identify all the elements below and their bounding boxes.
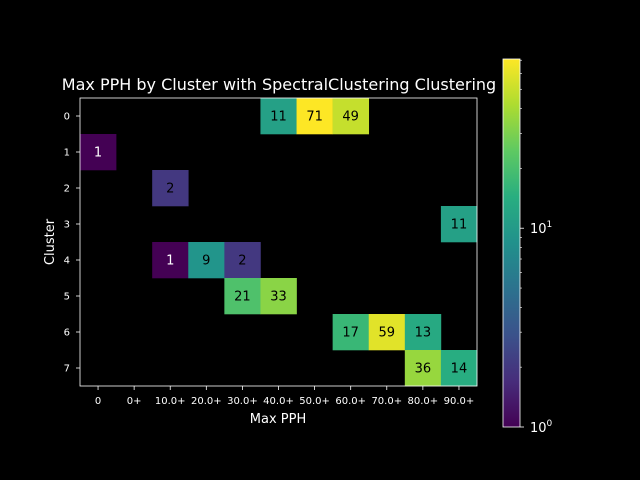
cell-value-label: 1 (166, 254, 174, 269)
x-tick-label: 0 (95, 396, 101, 407)
x-tick-label: 70.0+ (371, 396, 402, 407)
cell-value-label: 9 (202, 254, 210, 269)
heatmap-cell (404, 350, 442, 387)
heatmap-cell (260, 98, 297, 135)
heatmap-cell (404, 314, 442, 351)
x-axis-label: Max PPH (250, 412, 306, 427)
cell-value-label: 49 (342, 110, 359, 125)
x-tick-label: 20.0+ (191, 396, 222, 407)
y-tick-label: 7 (64, 364, 70, 375)
cell-value-label: 11 (451, 218, 468, 233)
heatmap-cell (296, 98, 333, 135)
colorbar-ticks: 100 101 (520, 59, 553, 436)
heatmap-cell (440, 206, 478, 243)
cell-value-label: 71 (306, 110, 323, 125)
y-tick-label: 0 (64, 112, 70, 123)
cell-value-label: 33 (270, 290, 287, 305)
cell-value-label: 11 (270, 110, 287, 125)
y-tick-label: 1 (64, 148, 70, 159)
cell-value-label: 36 (415, 362, 432, 377)
y-tick-label: 5 (64, 292, 70, 303)
heatmap-cell (224, 278, 261, 315)
cell-value-label: 17 (342, 326, 359, 341)
y-tick-label: 2 (64, 184, 70, 195)
x-tick-label: 0+ (127, 396, 142, 407)
y-tick-label: 3 (64, 220, 70, 231)
x-tick-label: 50.0+ (299, 396, 330, 407)
x-tick-label: 80.0+ (408, 396, 439, 407)
colorbar (502, 58, 521, 428)
colorbar-tick-label: 100 (530, 419, 553, 436)
heatmap-cell (368, 314, 406, 351)
cell-value-label: 13 (415, 326, 432, 341)
colorbar-tick-label: 101 (530, 220, 552, 237)
x-tick-label: 90.0+ (444, 396, 475, 407)
heatmap-cell (332, 98, 370, 135)
heatmap-cell (188, 242, 225, 279)
heatmap-cell (332, 314, 370, 351)
cell-value-label: 2 (238, 254, 246, 269)
x-axis-ticks: 0 0+ 10.0+ 20.0+ 30.0+ 40.0+ 50.0+ 60.0+ 70.0+ 80… (95, 386, 474, 407)
x-tick-label: 10.0+ (155, 396, 186, 407)
cell-value-label: 59 (378, 326, 395, 341)
heatmap-cell (224, 242, 261, 279)
cell-value-label: 14 (451, 362, 468, 377)
chart-title: Max PPH by Cluster with SpectralClusteri… (62, 75, 496, 94)
x-tick-label: 30.0+ (227, 396, 258, 407)
heatmap-cell (80, 134, 117, 171)
y-axis-ticks: 0 1 2 3 4 5 6 7 (64, 112, 80, 375)
cell-value-label: 1 (94, 146, 102, 161)
heatmap-cell (440, 350, 478, 387)
heatmap-cells (80, 98, 478, 387)
y-axis-label: Cluster (43, 218, 58, 265)
y-tick-label: 6 (64, 328, 70, 339)
x-tick-label: 60.0+ (335, 396, 366, 407)
y-tick-label: 4 (64, 256, 70, 267)
heatmap-cell (152, 170, 189, 207)
cell-value-label: 21 (234, 290, 251, 305)
heatmap-cell (152, 242, 189, 279)
heatmap-cell (260, 278, 297, 315)
cell-value-label: 2 (166, 182, 174, 197)
x-tick-label: 40.0+ (263, 396, 294, 407)
